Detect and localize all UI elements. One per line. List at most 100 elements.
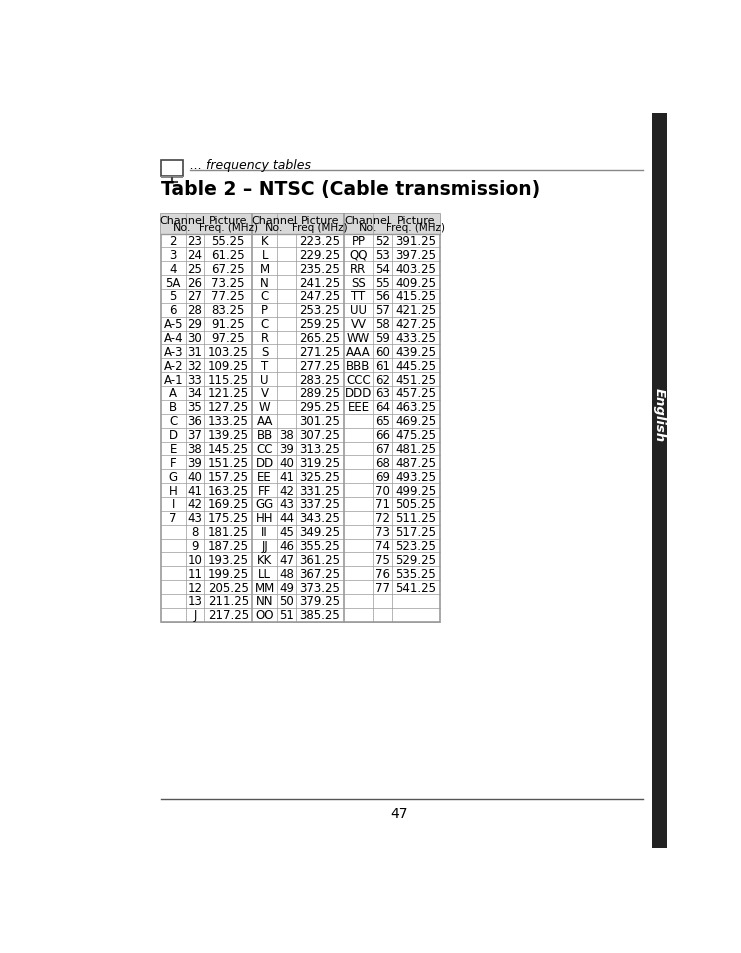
- Text: 55.25: 55.25: [212, 234, 245, 248]
- Text: 451.25: 451.25: [395, 374, 436, 386]
- Text: 25: 25: [187, 262, 202, 275]
- Text: 34: 34: [187, 387, 202, 400]
- Text: 60: 60: [375, 346, 390, 358]
- Text: 307.25: 307.25: [299, 429, 340, 441]
- Text: 205.25: 205.25: [207, 581, 249, 594]
- Text: 535.25: 535.25: [396, 567, 436, 580]
- Text: A-4: A-4: [164, 332, 183, 345]
- Text: NN: NN: [256, 595, 273, 608]
- Text: 397.25: 397.25: [395, 249, 436, 262]
- Text: VV: VV: [350, 318, 367, 331]
- Text: 109.25: 109.25: [207, 359, 249, 373]
- Text: 193.25: 193.25: [207, 554, 249, 566]
- Text: 5: 5: [170, 290, 177, 303]
- Text: 463.25: 463.25: [395, 401, 436, 414]
- Text: 52: 52: [375, 234, 390, 248]
- Text: CC: CC: [256, 442, 273, 456]
- Text: 415.25: 415.25: [395, 290, 436, 303]
- Text: R: R: [261, 332, 269, 345]
- Text: 223.25: 223.25: [299, 234, 340, 248]
- Text: 63: 63: [375, 387, 390, 400]
- Text: C: C: [261, 318, 269, 331]
- Text: 32: 32: [187, 359, 202, 373]
- Text: Freq. (MHz): Freq. (MHz): [386, 223, 445, 233]
- Text: 42: 42: [187, 497, 202, 511]
- Text: No.: No.: [265, 223, 283, 233]
- Text: I: I: [171, 497, 175, 511]
- Text: 505.25: 505.25: [396, 497, 436, 511]
- Text: 541.25: 541.25: [395, 581, 436, 594]
- Text: P: P: [261, 304, 268, 317]
- Text: 73: 73: [375, 525, 390, 538]
- Text: Table 2 – NTSC (Cable transmission): Table 2 – NTSC (Cable transmission): [161, 179, 540, 198]
- Text: 12: 12: [187, 581, 202, 594]
- Text: 9: 9: [191, 539, 199, 553]
- Text: 70: 70: [375, 484, 390, 497]
- Text: 57: 57: [375, 304, 390, 317]
- Text: 511.25: 511.25: [395, 512, 436, 525]
- Text: 145.25: 145.25: [207, 442, 249, 456]
- Text: 457.25: 457.25: [395, 387, 436, 400]
- Text: 469.25: 469.25: [395, 415, 436, 428]
- Text: 45: 45: [279, 525, 294, 538]
- Text: 74: 74: [375, 539, 390, 553]
- Text: 10: 10: [187, 554, 202, 566]
- Text: 56: 56: [375, 290, 390, 303]
- Text: 39: 39: [187, 456, 202, 469]
- Text: CCC: CCC: [346, 374, 370, 386]
- Text: L: L: [262, 249, 268, 262]
- Text: 421.25: 421.25: [395, 304, 436, 317]
- Text: W: W: [259, 401, 270, 414]
- Text: ... frequency tables: ... frequency tables: [190, 158, 311, 172]
- Text: 199.25: 199.25: [207, 567, 249, 580]
- Text: 7: 7: [170, 512, 177, 525]
- Text: 28: 28: [187, 304, 202, 317]
- Text: 11: 11: [187, 567, 202, 580]
- Text: 38: 38: [187, 442, 202, 456]
- Text: G: G: [169, 470, 178, 483]
- Text: 337.25: 337.25: [299, 497, 340, 511]
- Text: 55: 55: [375, 276, 390, 290]
- Text: 5A: 5A: [165, 276, 181, 290]
- Text: AA: AA: [256, 415, 273, 428]
- Text: 151.25: 151.25: [207, 456, 249, 469]
- Text: No.: No.: [173, 223, 192, 233]
- Text: 427.25: 427.25: [395, 318, 436, 331]
- Text: 2: 2: [170, 234, 177, 248]
- Text: 367.25: 367.25: [299, 567, 340, 580]
- Text: 439.25: 439.25: [395, 346, 436, 358]
- Text: 41: 41: [279, 470, 294, 483]
- Text: 301.25: 301.25: [299, 415, 340, 428]
- Text: 62: 62: [375, 374, 390, 386]
- Text: 121.25: 121.25: [207, 387, 249, 400]
- Text: 499.25: 499.25: [395, 484, 436, 497]
- Text: DD: DD: [256, 456, 274, 469]
- Text: 217.25: 217.25: [207, 609, 249, 621]
- Bar: [161, 176, 182, 179]
- Text: 331.25: 331.25: [299, 484, 340, 497]
- Text: 36: 36: [187, 415, 202, 428]
- Bar: [161, 214, 440, 234]
- Text: 403.25: 403.25: [396, 262, 436, 275]
- Text: 13: 13: [187, 595, 202, 608]
- Text: 30: 30: [187, 332, 202, 345]
- Text: Picture: Picture: [209, 215, 247, 226]
- Text: 229.25: 229.25: [299, 249, 340, 262]
- Text: 71: 71: [375, 497, 390, 511]
- Text: 445.25: 445.25: [395, 359, 436, 373]
- Text: 31: 31: [187, 346, 202, 358]
- Text: M: M: [259, 262, 270, 275]
- Text: 26: 26: [187, 276, 202, 290]
- Text: AAA: AAA: [346, 346, 370, 358]
- Text: 67: 67: [375, 442, 390, 456]
- Text: 103.25: 103.25: [207, 346, 249, 358]
- Text: 65: 65: [375, 415, 390, 428]
- Text: 157.25: 157.25: [207, 470, 249, 483]
- Text: 42: 42: [279, 484, 294, 497]
- Text: MM: MM: [255, 581, 275, 594]
- Text: 385.25: 385.25: [299, 609, 340, 621]
- Text: 54: 54: [375, 262, 390, 275]
- Text: 409.25: 409.25: [395, 276, 436, 290]
- Text: GG: GG: [256, 497, 274, 511]
- Text: A-3: A-3: [164, 346, 183, 358]
